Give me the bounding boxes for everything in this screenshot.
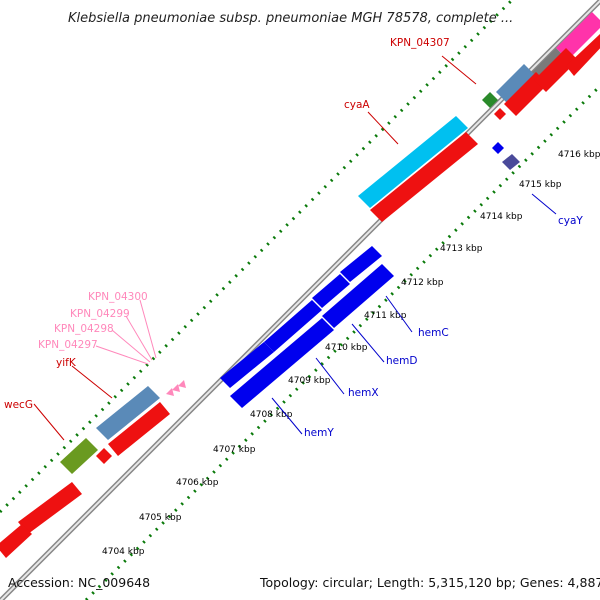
gene-label-cyaA[interactable]: cyaA [344,99,370,111]
inner-genes [220,142,520,408]
gene-label-KPN_04300[interactable]: KPN_04300 [88,291,148,303]
scale-label: 4705 kbp [139,513,182,523]
gene-hemX[interactable] [220,342,274,388]
gene-red-top-2[interactable] [534,48,578,92]
gene-cyaA[interactable] [358,116,468,208]
gene-label-hemD[interactable]: hemD [386,355,417,367]
scale-label: 4713 kbp [440,244,483,254]
gene-red-small-top[interactable] [494,108,506,120]
gene-label-hemC[interactable]: hemC [418,327,449,339]
gene-magenta[interactable] [556,12,600,60]
gene-label-KPN_04298[interactable]: KPN_04298 [54,323,114,335]
gene-hemY[interactable] [230,318,334,408]
gene-red-left-1[interactable] [18,482,82,534]
scale-label: 4715 kbp [519,180,562,190]
gene-wecG-olive[interactable] [60,438,98,474]
gene-red-top-3[interactable] [566,34,600,76]
accession-label: Accession: NC_009648 [8,575,150,590]
gene-labels: KPN_04307 cyaA cyaY KPN_04300 KPN_04299 … [4,37,583,439]
gene-yifK[interactable] [96,386,160,440]
gene-KPN_04299[interactable] [178,380,186,388]
scale-label: 4707 kbp [213,445,256,455]
callout-lines [33,55,557,441]
scale-label: 4710 kbp [325,343,368,353]
gene-label-KPN_04299[interactable]: KPN_04299 [70,308,130,320]
scale-label: 4711 kbp [364,311,407,321]
gene-label-KPN_04307[interactable]: KPN_04307 [390,37,450,49]
gene-hemC[interactable] [340,246,382,282]
scale-label: 4716 kbp [558,150,600,160]
scale-label: 4704 kbp [102,547,145,557]
gene-hemD-b[interactable] [264,300,322,352]
scale-label: 4712 kbp [401,278,444,288]
gene-cyaY-b[interactable] [502,154,520,170]
genome-summary: Topology: circular; Length: 5,315,120 bp… [259,575,600,590]
gene-label-wecG[interactable]: wecG [4,399,33,411]
scale-labels: 4704 kbp 4705 kbp 4706 kbp 4707 kbp 4708… [102,150,600,557]
scale-label: 4708 kbp [250,410,293,420]
gene-label-KPN_04297[interactable]: KPN_04297 [38,339,98,351]
gene-red-left-2[interactable] [0,524,32,558]
gene-hemD[interactable] [312,274,350,308]
gene-label-yifK[interactable]: yifK [56,357,77,369]
outer-genes [0,12,600,558]
gene-red-under-yifK[interactable] [108,402,170,456]
gene-steel-top[interactable] [496,64,536,104]
scale-label: 4709 kbp [288,376,331,386]
scale-label: 4714 kbp [480,212,523,222]
gene-label-cyaY[interactable]: cyaY [558,215,583,227]
scale-label: 4706 kbp [176,478,219,488]
gene-hemX-b[interactable] [322,264,394,328]
gene-green-small[interactable] [482,92,498,108]
outer-tick-ring [0,0,515,514]
map-title: Klebsiella pneumoniae subsp. pneumoniae … [68,11,513,26]
gene-label-hemX[interactable]: hemX [348,387,379,399]
gene-red-small-left[interactable] [96,448,112,464]
gene-red-under-cyaA[interactable] [370,132,478,222]
gene-label-hemY[interactable]: hemY [304,427,334,439]
gene-cyaY-a[interactable] [492,142,504,154]
